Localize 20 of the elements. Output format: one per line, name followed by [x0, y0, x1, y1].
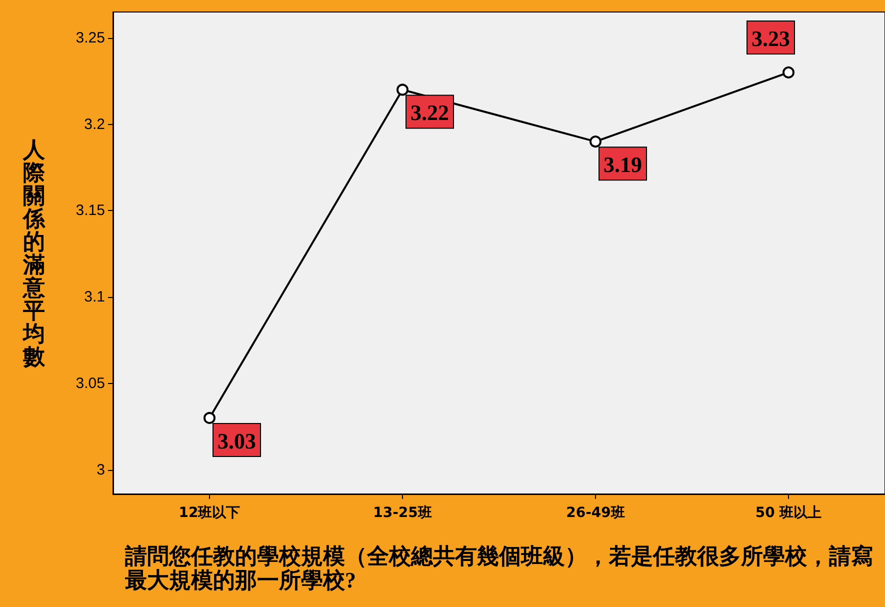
data-label: 3.23 [752, 26, 790, 51]
point [782, 66, 794, 78]
text: 人際關係的滿意平均數 [23, 137, 45, 369]
x-axis-title: 請問您任教的學校規模（全校總共有幾個班級），若是任教很多所學校，請寫最大規模的那一所學校? [124, 544, 873, 592]
point [204, 412, 216, 424]
y-tick-label: 3.2 [84, 116, 105, 133]
x-tick-label: 50 班以上 [755, 505, 822, 521]
y-tick-label: 3.25 [76, 29, 105, 46]
x-tick-label: 26-49班 [566, 505, 625, 521]
data-label: 3.03 [218, 428, 256, 454]
y-tick-label: 3 [96, 461, 105, 478]
y-tick-label: 3.1 [84, 288, 105, 306]
x-tick-label: 13-25班 [373, 505, 432, 521]
data-label: 3.22 [410, 100, 449, 126]
data-label: 3.19 [604, 152, 642, 178]
point [590, 136, 602, 148]
x-tick-label: 12班以下 [178, 505, 240, 521]
y-tick-label: 3.05 [76, 374, 105, 392]
point [396, 84, 408, 96]
y-tick-label: 3.15 [76, 202, 105, 220]
